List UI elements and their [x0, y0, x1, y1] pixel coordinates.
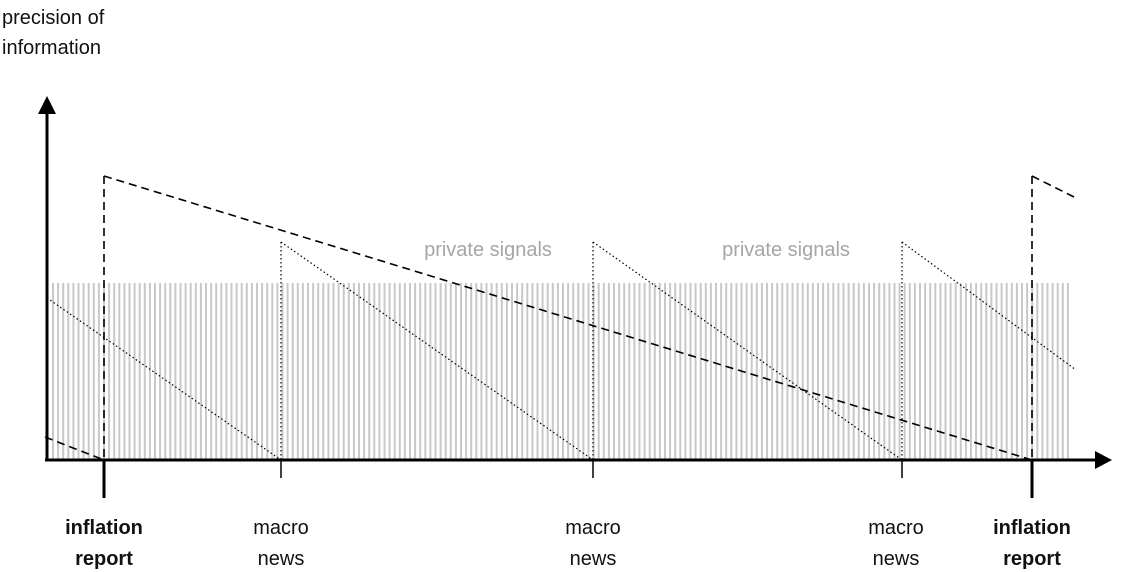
macro-news-precision-line: [901, 241, 1077, 371]
macro-news-precision-lines: [46, 241, 1077, 461]
macro-news-precision-line: [592, 241, 903, 461]
event-ticks: [102, 460, 1034, 498]
macro-news-label: macro: [565, 517, 621, 539]
inflation-report-label: report: [1003, 548, 1061, 570]
axes: [38, 96, 1112, 469]
inflation-report-label: report: [75, 548, 133, 570]
inflation-report-label: inflation: [993, 517, 1071, 539]
macro-news-label: macro: [868, 517, 924, 539]
macro-news-label: news: [570, 548, 617, 570]
macro-news-precision-line: [280, 241, 594, 461]
inflation-report-precision-line: [1031, 175, 1075, 198]
private-signals-label: private signals: [424, 239, 552, 261]
x-axis-arrowhead: [1095, 451, 1112, 469]
macro-news-label: news: [258, 548, 305, 570]
macro-news-label: news: [873, 548, 920, 570]
event-labels: inflation report macro news macro news m…: [65, 517, 1071, 570]
macro-news-precision-line: [46, 297, 282, 461]
y-axis-title: information: [2, 37, 101, 59]
macro-news-label: macro: [253, 517, 309, 539]
private-signal-bars: [52, 283, 1069, 460]
y-axis-arrowhead: [38, 96, 56, 114]
inflation-report-label: inflation: [65, 517, 143, 539]
inflation-report-precision-lines: [44, 175, 1075, 461]
private-signals-label: private signals: [722, 239, 850, 261]
inflation-report-precision-line: [103, 175, 1033, 461]
inflation-report-precision-line: [44, 436, 105, 461]
y-axis-title: precision of: [2, 7, 105, 29]
